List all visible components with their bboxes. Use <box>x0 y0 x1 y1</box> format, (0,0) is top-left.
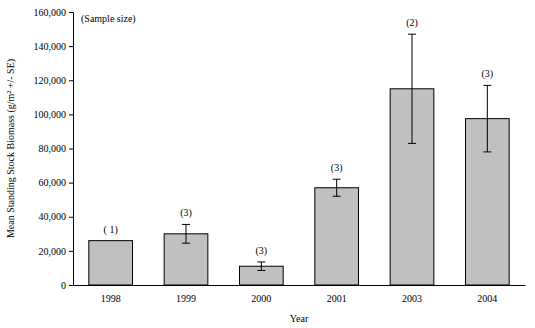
sample-size-label: (3) <box>331 162 343 174</box>
error-bar-cap <box>182 243 190 244</box>
y-axis-title: Mean Standing Stock Biomass (g/m² +/- SE… <box>5 59 17 238</box>
y-axis-line <box>69 13 74 286</box>
x-axis: 1998 1999 2000 2001 2003 2004 <box>74 285 526 304</box>
y-tick-label: 60,000 <box>39 177 67 188</box>
y-tick-mark <box>69 285 73 286</box>
y-tick: 20,000 <box>39 246 74 257</box>
error-bar-cap <box>333 179 341 180</box>
x-tick: 2000 <box>251 285 271 304</box>
plot: 0 20,000 40,000 60,000 80,000 100,000 120,000 1… <box>34 7 526 304</box>
y-tick: 140,000 <box>34 41 74 52</box>
x-tick-label: 1998 <box>101 293 121 304</box>
x-tick-label: 2001 <box>327 293 347 304</box>
y-tick-label: 160,000 <box>34 7 67 18</box>
error-bar-cap <box>257 270 265 271</box>
marks <box>89 34 509 285</box>
y-tick: 80,000 <box>39 143 74 154</box>
x-tick: 2003 <box>402 285 422 304</box>
y-tick: 0 <box>61 280 73 291</box>
y-tick: 120,000 <box>34 75 74 86</box>
y-tick: 40,000 <box>39 211 74 222</box>
x-axis-line <box>74 285 526 286</box>
error-bar-cap <box>182 224 190 225</box>
bar <box>89 241 133 285</box>
y-tick-mark <box>69 114 73 115</box>
sample-size-label: ( 1) <box>104 224 118 236</box>
y-tick-label: 140,000 <box>34 41 67 52</box>
y-tick-mark <box>69 12 73 13</box>
error-bar-stem <box>412 34 413 143</box>
y-tick-mark <box>69 251 73 252</box>
y-tick-label: 80,000 <box>39 143 67 154</box>
y-tick-mark <box>69 217 73 218</box>
error-bar <box>333 179 341 196</box>
y-tick-label: 40,000 <box>39 211 67 222</box>
sample-size-label: (3) <box>481 68 493 80</box>
x-tick-label: 2000 <box>251 293 271 304</box>
x-tick-label: 1999 <box>176 293 196 304</box>
y-tick-label: 100,000 <box>34 109 67 120</box>
y-tick-mark <box>69 149 73 150</box>
bar <box>315 188 359 285</box>
annotation: (Sample size) <box>81 13 136 25</box>
error-bar <box>408 34 416 143</box>
y-tick: 100,000 <box>34 109 74 120</box>
error-bar-cap <box>333 196 341 197</box>
x-tick: 1999 <box>176 285 196 304</box>
error-bar-cap <box>483 151 491 152</box>
y-tick: 60,000 <box>39 177 74 188</box>
error-bar-cap <box>408 34 416 35</box>
error-bar-stem <box>336 179 337 196</box>
x-axis-title: Year <box>290 313 309 324</box>
error-bar <box>182 224 190 243</box>
y-tick-mark <box>69 46 73 47</box>
y-tick-label: 120,000 <box>34 75 67 86</box>
y-tick-mark <box>69 183 73 184</box>
error-bar-cap <box>483 85 491 86</box>
y-axis: 0 20,000 40,000 60,000 80,000 100,000 120,000 1… <box>34 7 74 291</box>
error-bar-stem <box>186 224 187 243</box>
sample-size-label: (2) <box>406 17 418 29</box>
error-bar-stem <box>487 85 488 152</box>
error-bar-stem <box>261 262 262 271</box>
x-tick-label: 2003 <box>402 293 422 304</box>
x-tick: 2001 <box>327 285 347 304</box>
sample-size-label: (3) <box>255 245 267 257</box>
x-tick-label: 2004 <box>477 293 497 304</box>
error-bar-cap <box>257 261 265 262</box>
error-bar <box>257 262 265 271</box>
x-tick: 2004 <box>477 285 497 304</box>
error-bar-cap <box>408 143 416 144</box>
y-tick-label: 0 <box>61 280 66 291</box>
sample-size-label: (3) <box>180 207 192 219</box>
y-tick: 160,000 <box>34 7 74 18</box>
error-bar <box>483 85 491 152</box>
sample-size-labels: ( 1) (3) (3) (3) (2) (3) <box>104 17 494 257</box>
chart: 0 20,000 40,000 60,000 80,000 100,000 120,000 1… <box>0 0 535 328</box>
y-tick-label: 20,000 <box>39 246 67 257</box>
x-tick: 1998 <box>101 285 121 304</box>
y-tick-mark <box>69 80 73 81</box>
